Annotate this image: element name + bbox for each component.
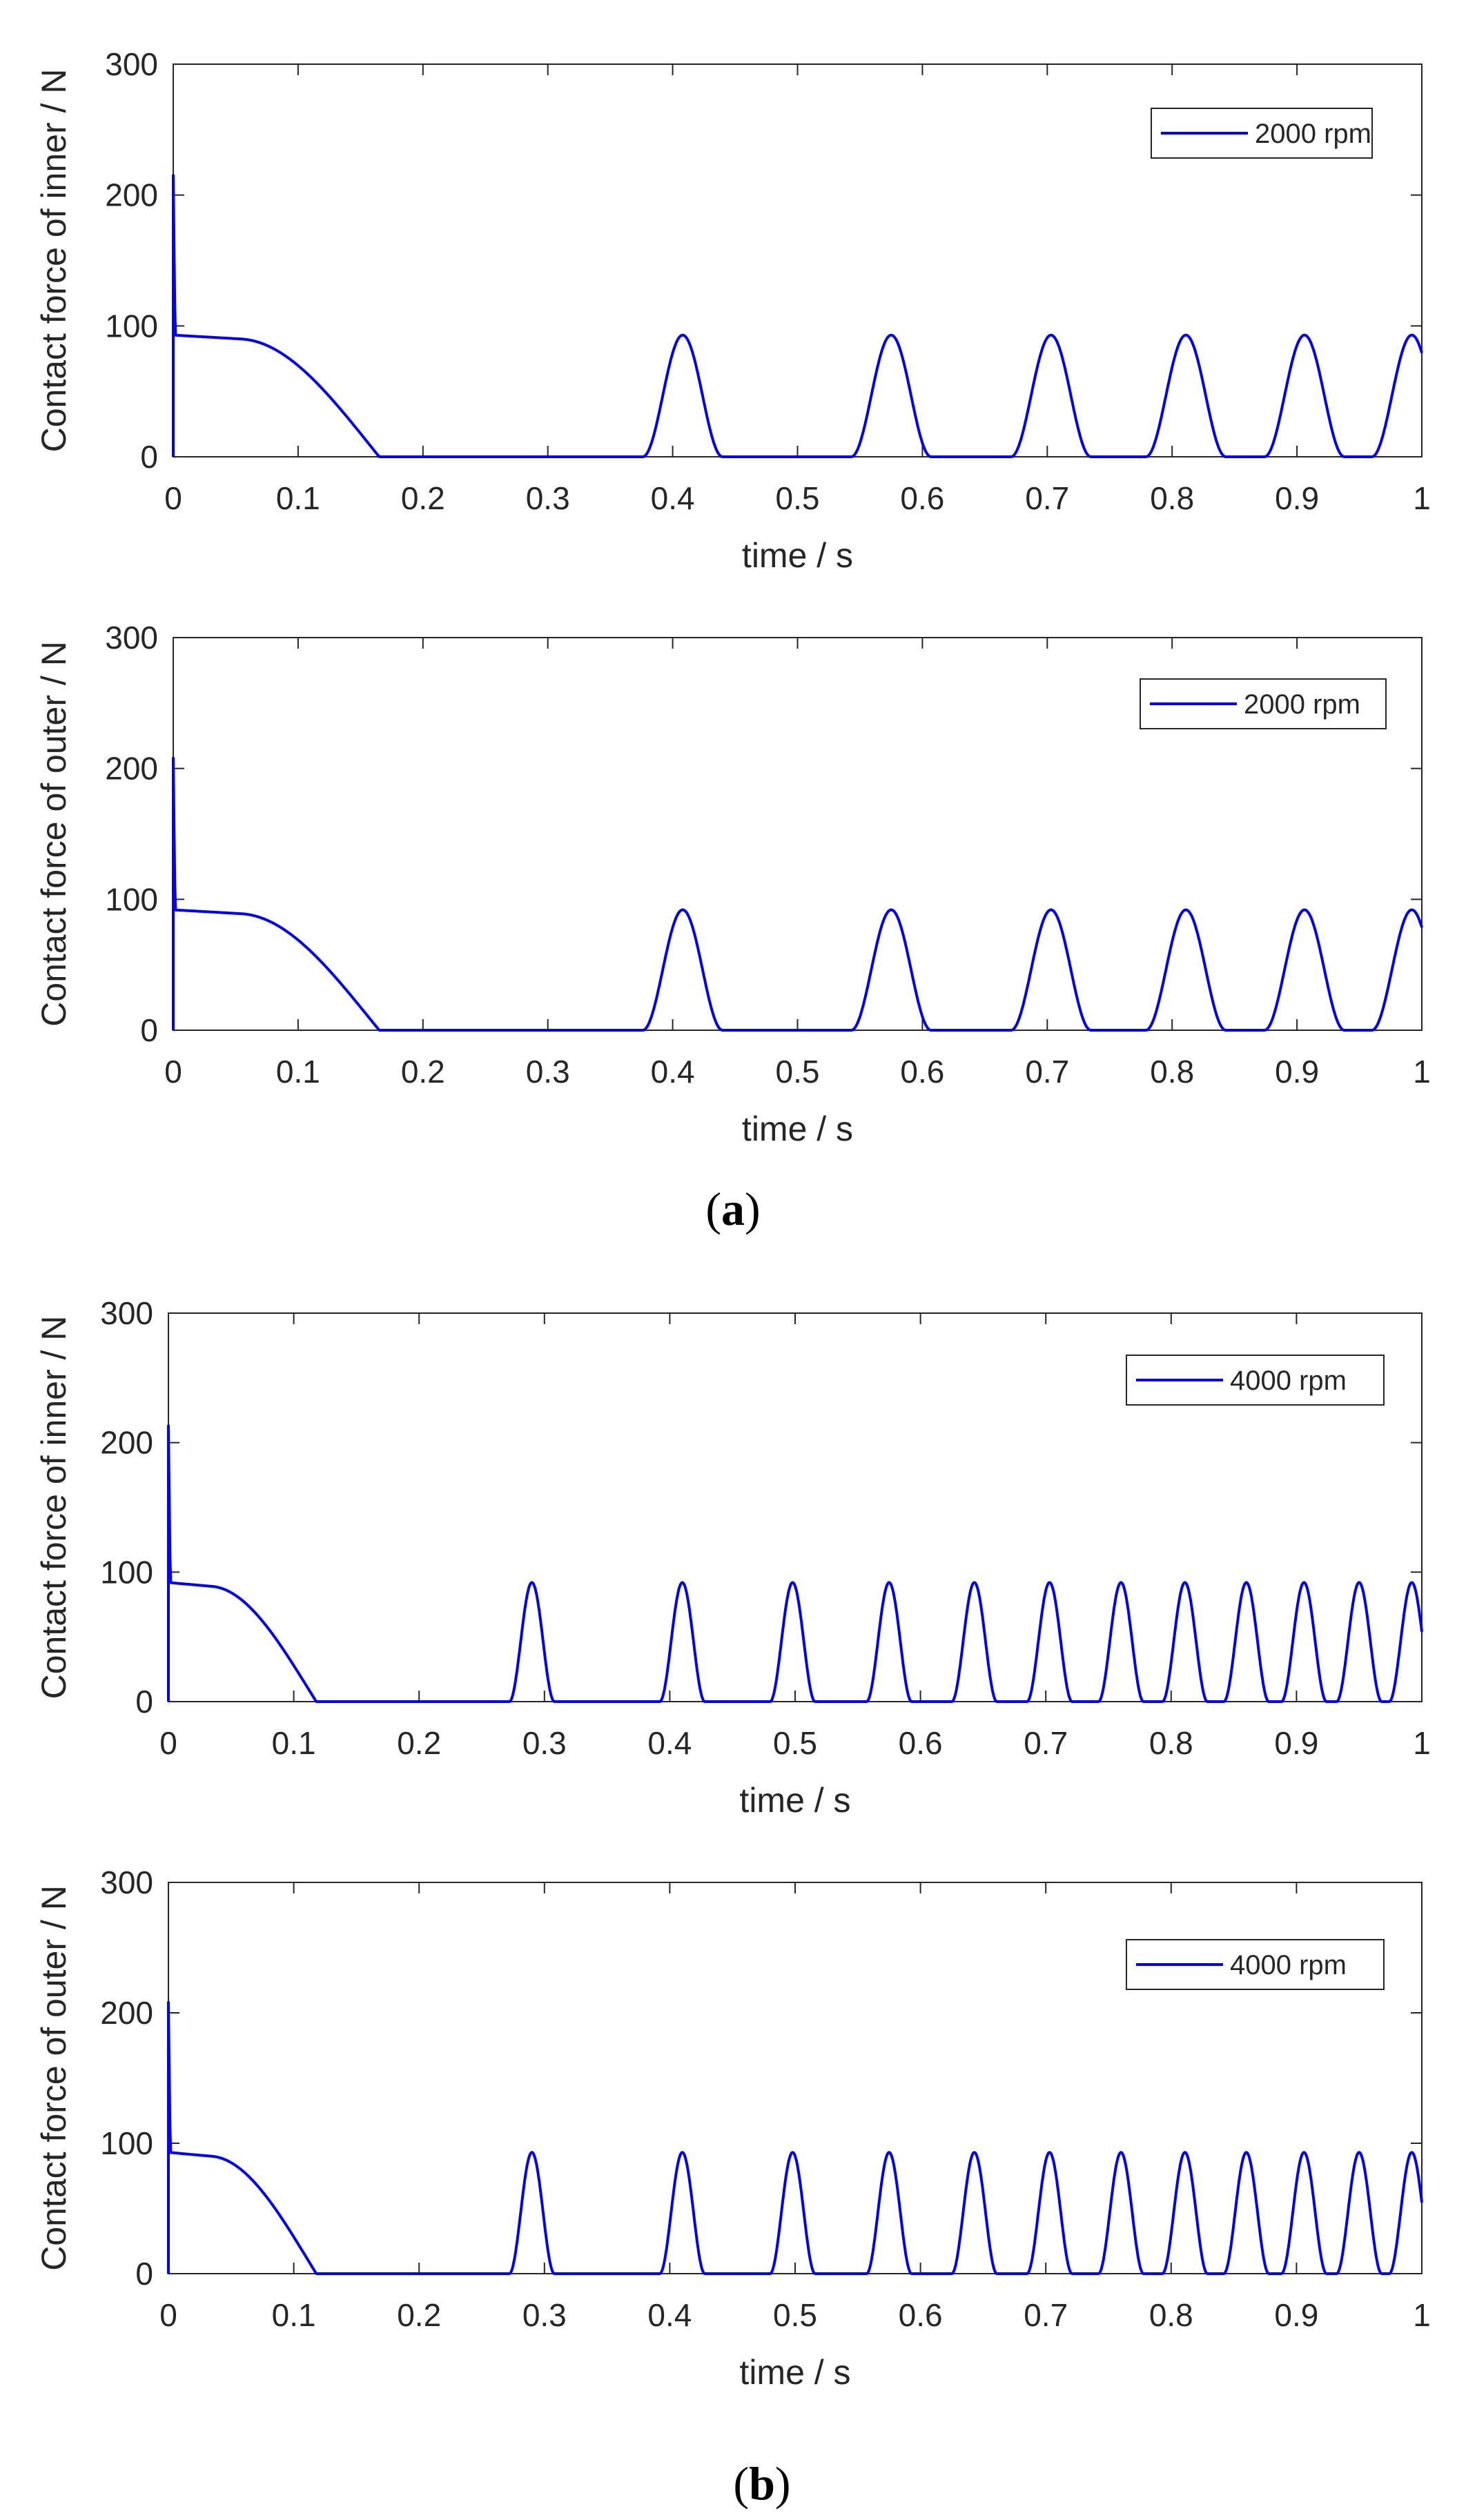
panel-caption-a: (a) [705, 1183, 760, 1235]
x-tick-label: 0.2 [397, 1725, 441, 1761]
x-tick-label: 0.7 [1025, 1054, 1069, 1090]
x-tick-label: 0.4 [647, 1725, 692, 1761]
x-tick-label: 0.2 [401, 1054, 445, 1090]
y-tick-label: 0 [135, 1684, 153, 1720]
legend: 2000 rpm [1140, 678, 1387, 729]
x-axis-label: time / s [739, 2353, 850, 2392]
legend-label: 2000 rpm [1255, 119, 1371, 149]
panel-label-b: b [749, 2457, 775, 2510]
x-tick-label: 0.2 [397, 2297, 441, 2333]
y-tick-label: 300 [105, 620, 158, 656]
x-tick-label: 0.6 [900, 480, 944, 516]
x-axis-label: time / s [742, 1110, 853, 1148]
x-tick-label: 0 [159, 2297, 177, 2333]
x-tick-label: 0.8 [1150, 1054, 1194, 1090]
x-tick-label: 0.5 [776, 480, 820, 516]
chart-outer-4000rpm: 0 0.1 0.2 0.3 0.4 0.5 0.6 0.7 0.8 0.9 1 0 100 200 300 t… [35, 1864, 1431, 2392]
y-tick-label: 200 [100, 1425, 153, 1461]
x-tick-label: 0.9 [1275, 480, 1319, 516]
x-tick-label: 0.1 [272, 2297, 316, 2333]
series-line-4000-rpm [167, 1424, 1423, 1703]
x-tick-label: 0.5 [776, 1054, 820, 1090]
chart-outer-2000rpm: 0 0.1 0.2 0.3 0.4 0.5 0.6 0.7 0.8 0.9 1 0 100 200 300 t… [35, 620, 1431, 1148]
x-tick-label: 0.1 [272, 1725, 316, 1761]
x-tick-label: 0.3 [526, 480, 570, 516]
x-tick-label: 0.9 [1274, 1725, 1318, 1761]
panel-label-a: a [721, 1183, 745, 1235]
x-tick-label: 0.4 [651, 1054, 695, 1090]
legend: 4000 rpm [1126, 1355, 1385, 1406]
x-tick-label: 0 [159, 1725, 177, 1761]
x-tick-label: 0.9 [1274, 2297, 1318, 2333]
x-tick-label: 1 [1413, 480, 1431, 516]
legend-label: 2000 rpm [1244, 689, 1360, 720]
x-tick-label: 0.7 [1024, 1725, 1068, 1761]
x-tick-label: 0.5 [773, 1725, 817, 1761]
y-axis-label: Contact force of outer / N [35, 641, 73, 1027]
x-tick-label: 0.3 [522, 1725, 567, 1761]
x-tick-label: 1 [1413, 1725, 1431, 1761]
y-tick-label: 300 [100, 1295, 153, 1331]
panel-caption-b: (b) [733, 2457, 790, 2510]
x-tick-label: 0.1 [276, 480, 320, 516]
x-tick-label: 0.4 [647, 2297, 692, 2333]
y-tick-label: 200 [100, 1995, 153, 2031]
x-tick-label: 0.8 [1150, 480, 1194, 516]
x-tick-label: 0.1 [276, 1054, 320, 1090]
x-tick-label: 0.7 [1024, 2297, 1068, 2333]
legend: 4000 rpm [1126, 1939, 1385, 1990]
y-tick-label: 100 [105, 881, 158, 917]
x-tick-label: 0 [164, 1054, 182, 1090]
x-tick-label: 0.5 [773, 2297, 817, 2333]
y-tick-label: 0 [140, 1012, 158, 1048]
x-tick-label: 0 [164, 480, 182, 516]
x-tick-label: 1 [1413, 2297, 1431, 2333]
series-line-2000-rpm [172, 174, 1423, 458]
x-tick-label: 0.8 [1149, 2297, 1193, 2333]
series-line-4000-rpm [167, 2000, 1423, 2275]
chart-inner-4000rpm: 0 0.1 0.2 0.3 0.4 0.5 0.6 0.7 0.8 0.9 1 0 100 200 300 t… [35, 1295, 1431, 1820]
y-axis-label: Contact force of outer / N [35, 1885, 73, 2271]
x-axis-label: time / s [739, 1781, 850, 1820]
y-tick-label: 100 [100, 2125, 153, 2161]
x-tick-label: 0.6 [899, 2297, 943, 2333]
y-axis-label: Contact force of inner / N [35, 1316, 73, 1700]
x-tick-label: 0.9 [1275, 1054, 1319, 1090]
y-tick-label: 100 [100, 1554, 153, 1590]
x-tick-label: 0.3 [522, 2297, 567, 2333]
series-line-2000-rpm [172, 756, 1423, 1032]
x-tick-label: 0.6 [900, 1054, 944, 1090]
y-axis-label: Contact force of inner / N [35, 69, 73, 453]
legend-label: 4000 rpm [1230, 1950, 1347, 1980]
x-tick-label: 0.8 [1149, 1725, 1193, 1761]
legend-label: 4000 rpm [1230, 1366, 1347, 1396]
legend: 2000 rpm [1151, 108, 1373, 159]
y-tick-label: 200 [105, 177, 158, 213]
y-tick-label: 0 [140, 439, 158, 475]
y-tick-label: 300 [100, 1864, 153, 1900]
x-tick-label: 0.4 [651, 480, 695, 516]
x-axis-label: time / s [742, 536, 853, 575]
x-tick-label: 0.7 [1025, 480, 1069, 516]
y-tick-label: 100 [105, 308, 158, 344]
y-tick-label: 300 [105, 46, 158, 82]
x-tick-label: 0.6 [899, 1725, 943, 1761]
chart-inner-2000rpm: 0 0.1 0.2 0.3 0.4 0.5 0.6 0.7 0.8 0.9 1 0 100 200 300 t… [35, 46, 1431, 575]
y-tick-label: 200 [105, 751, 158, 787]
y-tick-label: 0 [135, 2256, 153, 2292]
x-tick-label: 0.3 [526, 1054, 570, 1090]
x-tick-label: 0.2 [401, 480, 445, 516]
x-tick-label: 1 [1413, 1054, 1431, 1090]
